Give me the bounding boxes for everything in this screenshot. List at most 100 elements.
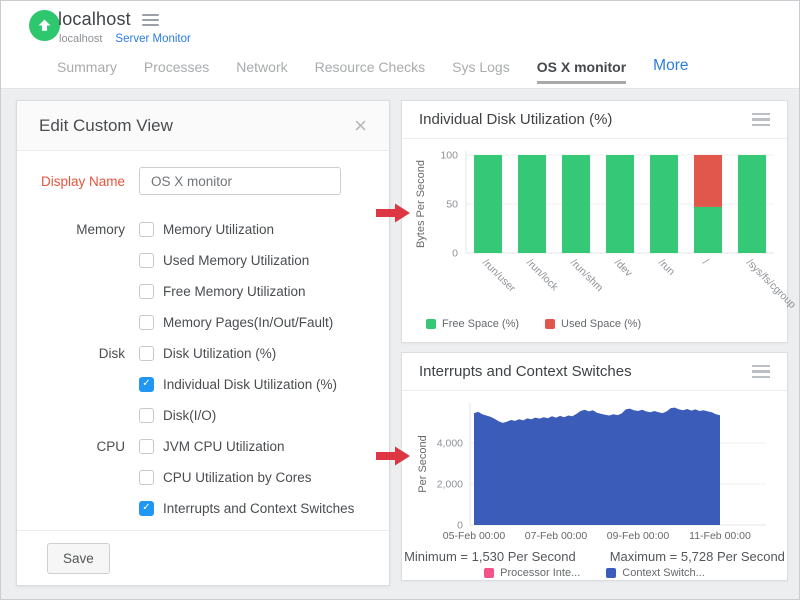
interrupts-chart-header: Interrupts and Context Switches <box>402 353 787 391</box>
tab-bar: Summary Processes Network Resource Checks Sy… <box>57 55 689 84</box>
legend-swatch <box>545 319 555 329</box>
legend-item-used-space[interactable]: Used Space (%) <box>545 318 641 330</box>
option-label-disk-utilization: Disk Utilization (%) <box>163 346 276 361</box>
disk-chart-legend: Free Space (%) Used Space (%) <box>426 318 641 330</box>
svg-text:50: 50 <box>446 199 458 211</box>
svg-text:100: 100 <box>440 150 458 162</box>
red-arrow-icon <box>376 446 410 466</box>
display-name-row: Display Name <box>17 167 389 195</box>
display-name-input[interactable] <box>139 167 341 195</box>
option-label-individual-disk-utilization: Individual Disk Utilization (%) <box>163 377 337 392</box>
checkbox-jvm-cpu-utilization[interactable] <box>139 439 154 454</box>
option-label-used-memory-utilization: Used Memory Utilization <box>163 253 309 268</box>
option-label-disk-i-o: Disk(I/O) <box>163 408 216 423</box>
svg-text:/run/shm: /run/shm <box>568 257 606 295</box>
checkbox-memory-utilization[interactable] <box>139 222 154 237</box>
legend-swatch <box>606 568 616 578</box>
option-label-memory-pages-in-out-fault: Memory Pages(In/Out/Fault) <box>163 315 333 330</box>
dialog-title: Edit Custom View <box>39 116 173 136</box>
breadcrumb-host: localhost <box>59 33 102 45</box>
checkbox-disk-utilization[interactable] <box>139 346 154 361</box>
option-row: Used Memory Utilization <box>17 251 389 269</box>
checkbox-free-memory-utilization[interactable] <box>139 284 154 299</box>
checkbox-memory-pages-in-out-fault[interactable] <box>139 315 154 330</box>
group-label-disk: Disk <box>17 346 125 361</box>
svg-text:/run/user: /run/user <box>480 257 518 295</box>
disk-chart-header: Individual Disk Utilization (%) <box>402 101 787 139</box>
option-row: Memory Pages(In/Out/Fault) <box>17 313 389 331</box>
minimum-text: Minimum = 1,530 Per Second <box>404 549 576 564</box>
app-header: localhost localhost Server Monitor Summa… <box>0 0 800 88</box>
checkbox-used-memory-utilization[interactable] <box>139 253 154 268</box>
legend-swatch <box>484 568 494 578</box>
group-label-cpu: CPU <box>17 439 125 454</box>
up-arrow-icon <box>37 18 52 33</box>
option-label-interrupts-and-context-switches: Interrupts and Context Switches <box>163 501 354 516</box>
option-row: ✓ Individual Disk Utilization (%) <box>17 375 389 393</box>
dialog-body: Display Name Memory Memory Utilization Use… <box>17 151 389 530</box>
save-button[interactable]: Save <box>47 543 110 574</box>
option-label-free-memory-utilization: Free Memory Utilization <box>163 284 306 299</box>
legend-item-free-space[interactable]: Free Space (%) <box>426 318 519 330</box>
legend-label: Free Space (%) <box>442 318 519 330</box>
option-label-cpu-utilization-by-cores: CPU Utilization by Cores <box>163 470 312 485</box>
checkbox-individual-disk-utilization[interactable]: ✓ <box>139 377 154 392</box>
interrupts-chart-menu-icon[interactable] <box>752 365 770 379</box>
disk-utilization-card: Individual Disk Utilization (%) 0 50 100 By… <box>401 100 788 343</box>
option-row: Disk Disk Utilization (%) <box>17 344 389 362</box>
svg-text:2,000: 2,000 <box>437 479 463 491</box>
svg-text:4,000: 4,000 <box>437 438 463 450</box>
red-arrow-icon <box>376 203 410 223</box>
option-label-jvm-cpu-utilization: JVM CPU Utilization <box>163 439 285 454</box>
checkbox-cpu-utilization-by-cores[interactable] <box>139 470 154 485</box>
option-row: CPU Utilization by Cores <box>17 468 389 486</box>
svg-text:05-Feb 00:00: 05-Feb 00:00 <box>443 530 506 542</box>
page-title: localhost <box>58 9 131 30</box>
svg-text:/: / <box>700 257 711 268</box>
monitor-status-icon <box>29 10 60 41</box>
option-row: Disk(I/O) <box>17 406 389 424</box>
title-hamburger-icon[interactable] <box>142 14 159 26</box>
disk-chart-title: Individual Disk Utilization (%) <box>419 111 612 128</box>
svg-text:09-Feb 00:00: 09-Feb 00:00 <box>607 530 670 542</box>
legend-label: Used Space (%) <box>561 318 641 330</box>
checkbox-disk-i-o[interactable] <box>139 408 154 423</box>
tab-sys-logs[interactable]: Sys Logs <box>452 59 510 84</box>
breadcrumb-server-monitor-link[interactable]: Server Monitor <box>115 33 190 45</box>
legend-item-processor-inte[interactable]: Processor Inte... <box>484 567 580 579</box>
interrupts-chart-title: Interrupts and Context Switches <box>419 363 632 380</box>
interrupts-area-chart: 02,0004,000Per Second05-Feb 00:0007-Feb … <box>402 391 787 547</box>
close-icon[interactable]: × <box>354 115 367 137</box>
legend-swatch <box>426 319 436 329</box>
option-groups: Memory Memory Utilization Used Memory Util… <box>17 220 389 517</box>
tab-processes[interactable]: Processes <box>144 59 209 84</box>
legend-label: Processor Inte... <box>500 567 580 579</box>
tab-more[interactable]: More <box>653 57 688 84</box>
legend-item-context-switch[interactable]: Context Switch... <box>606 567 705 579</box>
svg-text:/run/lock: /run/lock <box>524 257 561 294</box>
edit-custom-view-dialog: Edit Custom View × Display Name MemoryMe… <box>16 100 390 586</box>
checkbox-interrupts-and-context-switches[interactable]: ✓ <box>139 501 154 516</box>
disk-bar-chart: 0 50 100 Bytes Per Second/run/user/run/lock… <box>402 139 787 315</box>
maximum-text: Maximum = 5,728 Per Second <box>610 549 785 564</box>
dialog-header: Edit Custom View × <box>17 101 389 151</box>
tab-os-x-monitor[interactable]: OS X monitor <box>537 59 626 84</box>
svg-text:0: 0 <box>452 248 458 260</box>
tab-summary[interactable]: Summary <box>57 59 117 84</box>
tab-resource-checks[interactable]: Resource Checks <box>315 59 426 84</box>
legend-label: Context Switch... <box>622 567 705 579</box>
interrupts-chart-legend: Processor Inte... Context Switch... <box>402 567 787 579</box>
option-row: Memory Memory Utilization <box>17 220 389 238</box>
breadcrumb: localhost Server Monitor <box>59 33 191 45</box>
svg-text:Per Second: Per Second <box>417 435 429 492</box>
option-label-memory-utilization: Memory Utilization <box>163 222 274 237</box>
tab-network[interactable]: Network <box>236 59 287 84</box>
svg-text:/dev: /dev <box>612 257 635 280</box>
interrupts-card: Interrupts and Context Switches 02,0004,… <box>401 352 788 581</box>
option-row: ✓ Interrupts and Context Switches <box>17 499 389 517</box>
group-label-memory: Memory <box>17 222 125 237</box>
disk-chart-menu-icon[interactable] <box>752 113 770 127</box>
option-row: CPU JVM CPU Utilization <box>17 437 389 455</box>
svg-text:Bytes Per Second: Bytes Per Second <box>415 160 427 248</box>
svg-text:/run: /run <box>656 257 677 278</box>
